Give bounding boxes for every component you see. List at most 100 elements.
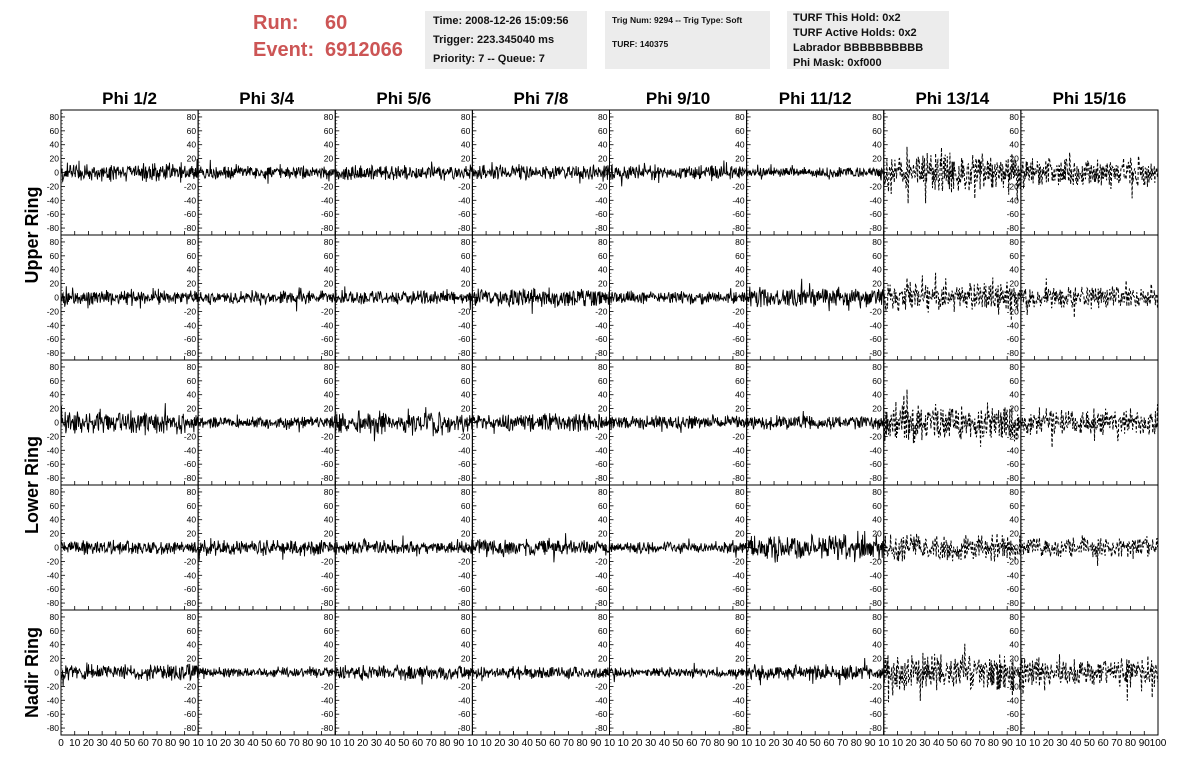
y-tick-label: -60	[321, 209, 334, 219]
y-tick-label: -60	[1007, 209, 1020, 219]
y-tick-label: -40	[869, 320, 882, 330]
y-tick-label: -20	[184, 181, 197, 191]
y-tick-label: 60	[50, 251, 60, 261]
y-tick-label: 20	[324, 279, 334, 289]
waveform-panel: -80 -60 -40 -20 0 20 40 60 80	[458, 109, 610, 236]
y-tick-label: -40	[184, 695, 197, 705]
x-tick-label: 10	[343, 738, 355, 749]
y-tick-label: -40	[321, 445, 334, 455]
y-tick-label: 60	[324, 126, 334, 136]
waveform-panel: -80 -60 -40 -20 0 20 40 60 80	[321, 234, 473, 361]
waveform-panel: -80 -60 -40 -20 0 20 40 60 80	[47, 234, 199, 361]
y-tick-label: 80	[50, 612, 60, 622]
column-header-7: Phi 15/16	[1053, 89, 1127, 108]
waveform-trace	[472, 287, 610, 314]
y-tick-label: 0	[466, 543, 471, 553]
x-tick-label: 70	[974, 738, 986, 749]
y-tick-label: 0	[329, 168, 334, 178]
y-tick-label: 60	[598, 126, 608, 136]
waveform-panel: -80 -60 -40 -20 0 20 40 60 80	[47, 609, 199, 736]
y-tick-label: -20	[321, 681, 334, 691]
waveform-panel: -80 -60 -40 -20 0 20 40 60 80	[732, 234, 885, 361]
y-tick-label: -60	[321, 334, 334, 344]
waveform-panel: -80 -60 -40 -20 0 20 40 60 80	[47, 484, 199, 611]
y-tick-label: -20	[458, 306, 471, 316]
run-label: Run:	[253, 12, 299, 34]
y-tick-label: -60	[732, 209, 745, 219]
y-tick-label: 20	[735, 154, 745, 164]
y-tick-label: -60	[869, 334, 882, 344]
y-tick-label: -80	[869, 348, 882, 358]
x-tick-label: 20	[83, 738, 95, 749]
y-tick-label: -80	[732, 223, 745, 233]
y-tick-label: -20	[595, 181, 608, 191]
y-tick-label: 0	[740, 418, 745, 428]
y-tick-label: 80	[598, 612, 608, 622]
y-tick-label: 0	[740, 668, 745, 678]
y-tick-label: 80	[1009, 487, 1019, 497]
event-value: 6912066	[325, 39, 403, 61]
x-tick-label: 10	[206, 738, 218, 749]
y-tick-label: -40	[458, 570, 471, 580]
y-tick-label: -60	[1007, 584, 1020, 594]
x-tick-label: 70	[289, 738, 301, 749]
y-tick-label: 0	[191, 668, 196, 678]
x-tick-label: 10	[467, 738, 479, 749]
y-tick-label: 40	[1009, 390, 1019, 400]
y-tick-label: 0	[1014, 293, 1019, 303]
waveform-panel: -80 -60 -40 -20 0 20 40 60 80	[321, 359, 473, 486]
x-tick-label: 0	[58, 738, 64, 749]
y-tick-label: 80	[598, 362, 608, 372]
y-tick-label: -60	[869, 584, 882, 594]
y-tick-label: -80	[458, 723, 471, 733]
y-tick-label: -20	[732, 556, 745, 566]
y-tick-label: 0	[466, 293, 471, 303]
y-tick-label: -40	[321, 320, 334, 330]
y-tick-label: -80	[1007, 598, 1020, 608]
x-tick-label: 60	[1098, 738, 1110, 749]
y-tick-label: 60	[735, 626, 745, 636]
waveform-panel: -80 -60 -40 -20 0 20 40 60 80	[184, 234, 336, 361]
y-tick-label: 20	[324, 654, 334, 664]
x-tick-label: 70	[700, 738, 712, 749]
y-tick-label: 80	[187, 112, 197, 122]
y-tick-label: 60	[598, 626, 608, 636]
y-tick-label: 60	[50, 126, 60, 136]
turf-hold-text: TURF This Hold: 0x2	[793, 12, 901, 24]
waveform-panel: -80 -60 -40 -20 0 20 40 60 80	[1007, 484, 1159, 611]
waveform-trace	[334, 286, 473, 310]
y-tick-label: -80	[458, 348, 471, 358]
y-tick-label: -20	[458, 431, 471, 441]
x-tick-label: 90	[179, 738, 191, 749]
waveform-panel: -80 -60 -40 -20 0 20 40 60 80	[458, 234, 610, 361]
waveform-panel: -80 -60 -40 -20 0 20 40 60 80	[458, 359, 610, 486]
y-tick-label: -60	[1007, 334, 1020, 344]
y-tick-label: -40	[458, 445, 471, 455]
y-tick-label: 80	[50, 487, 60, 497]
y-tick-label: 0	[877, 293, 882, 303]
waveform-trace	[883, 146, 1022, 204]
x-tick-label: 60	[960, 738, 972, 749]
y-tick-label: 0	[54, 668, 59, 678]
y-tick-label: 60	[735, 251, 745, 261]
x-tick-label: 90	[864, 738, 876, 749]
y-tick-label: -40	[47, 320, 60, 330]
x-tick-label: 10	[892, 738, 904, 749]
x-tick-label: 80	[439, 738, 451, 749]
y-tick-label: 20	[461, 654, 471, 664]
y-tick-label: -60	[321, 459, 334, 469]
waveform-panel: -80 -60 -40 -20 0 20 40 60 80	[595, 109, 748, 236]
time-text: Time: 2008-12-26 15:09:56	[433, 15, 569, 27]
y-tick-label: 20	[461, 404, 471, 414]
y-tick-label: -40	[732, 320, 745, 330]
x-tick-label: 40	[796, 738, 808, 749]
y-tick-label: 40	[324, 390, 334, 400]
y-tick-label: 40	[187, 265, 197, 275]
x-tick-label: 30	[782, 738, 794, 749]
waveform-trace	[197, 666, 336, 680]
y-tick-label: -20	[47, 306, 60, 316]
waveform-trace	[197, 414, 336, 433]
y-tick-label: 40	[735, 265, 745, 275]
y-tick-label: 60	[872, 126, 882, 136]
y-tick-label: -40	[321, 570, 334, 580]
